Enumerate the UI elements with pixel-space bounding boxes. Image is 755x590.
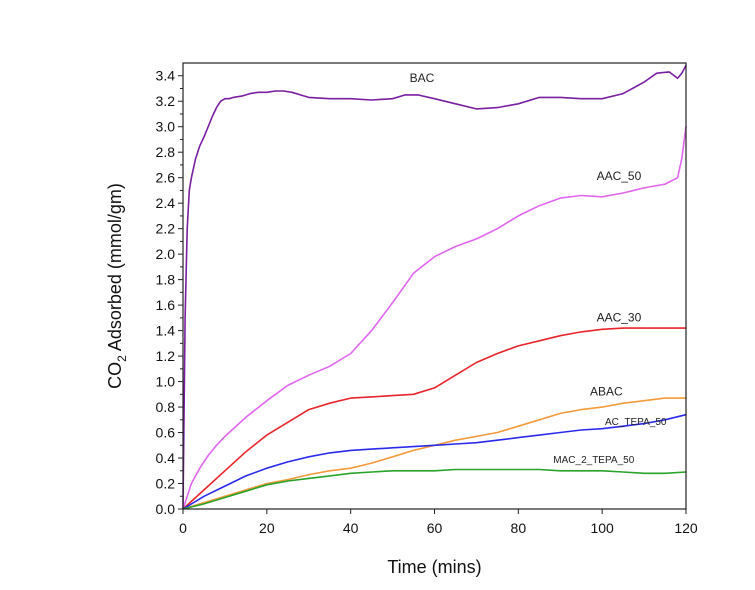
y-tick-label: 2.0	[156, 246, 176, 262]
series-label-aac-30: AAC_30	[597, 311, 642, 325]
series-line-aac-50	[182, 125, 687, 510]
series-line-ac-tepa-50	[182, 413, 687, 510]
y-tick-label: 1.2	[156, 348, 176, 364]
y-tick-label: 2.2	[156, 221, 176, 237]
y-axis-title-rest: Adsorbed (mmol/gm)	[105, 183, 125, 355]
series-line-mac-2-tepa-50	[182, 468, 687, 510]
y-tick-label: 1.6	[156, 297, 176, 313]
y-tick-label: 1.8	[156, 272, 176, 288]
x-tick-label: 80	[511, 520, 527, 536]
series-layer	[182, 64, 687, 510]
y-axis-title: CO2 Adsorbed (mmol/gm)	[105, 183, 129, 389]
y-tick-label: 1.0	[156, 374, 176, 390]
y-tick-label: 0.6	[156, 425, 176, 441]
series-label-ac-tepa-50: AC_TEPA_50	[605, 417, 667, 428]
y-tick-label: 0.4	[156, 450, 176, 466]
y-tick-label: 2.4	[156, 195, 176, 211]
y-tick-label: 1.4	[156, 323, 176, 339]
y-tick-label: 3.2	[156, 93, 176, 109]
y-tick-label: 3.4	[156, 68, 176, 84]
y-tick-label: 0.0	[156, 501, 176, 517]
ticks-layer: 0 20 40 60 80 100 120 0.0 0.2 0.4 0.6 0.8 1.0 1.2 1.4 1…	[156, 68, 698, 536]
series-line-bac	[182, 64, 687, 510]
series-label-mac-2-tepa-50: MAC_2_TEPA_50	[553, 455, 634, 466]
y-tick-label: 0.2	[156, 476, 176, 492]
series-label-bac: BAC	[410, 71, 435, 85]
y-tick-label: 0.8	[156, 399, 176, 415]
series-labels: BAC AAC_50 AAC_30 ABAC AC_TEPA_50 MAC_2_TEPA_…	[410, 71, 667, 466]
x-tick-label: 120	[674, 520, 698, 536]
x-tick-label: 20	[259, 520, 275, 536]
series-label-aac-50: AAC_50	[597, 169, 642, 183]
x-tick-label: 0	[179, 520, 187, 536]
x-axis-title-text: Time (mins)	[387, 557, 481, 577]
y-tick-label: 2.8	[156, 144, 176, 160]
series-line-aac-30	[182, 327, 687, 510]
x-tick-label: 100	[590, 520, 614, 536]
x-tick-label: 40	[343, 520, 359, 536]
y-axis-title-main: CO	[105, 362, 125, 389]
y-axis-title-subscript: 2	[115, 355, 129, 362]
x-tick-label: 60	[427, 520, 443, 536]
y-tick-label: 2.6	[156, 170, 176, 186]
y-tick-label: 3.0	[156, 119, 176, 135]
x-axis-title: Time (mins)	[387, 557, 481, 577]
series-label-abac: ABAC	[590, 385, 623, 399]
